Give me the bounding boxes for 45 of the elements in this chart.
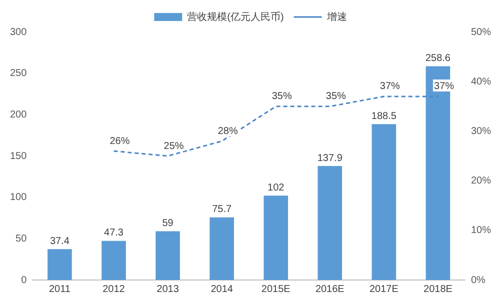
y-tick-label: 0 (21, 274, 28, 286)
y-tick-label: 200 (10, 109, 28, 120)
data-label: 26% (110, 136, 130, 147)
data-label: 47.3 (104, 228, 124, 239)
bar (48, 249, 72, 280)
bar (156, 231, 180, 280)
y2-tick-label: 30% (470, 126, 492, 137)
x-tick-label: 2014 (210, 284, 234, 295)
y-tick-label: 250 (10, 68, 28, 80)
data-label: 258.6 (425, 52, 451, 64)
data-label: 37% (380, 81, 400, 92)
data-label: 25% (164, 140, 184, 152)
legend-label: 营收规模(亿元人民币) (187, 10, 284, 23)
x-tick-label: 2015E (261, 284, 291, 295)
y2-tick-label: 20% (470, 176, 492, 187)
data-label: 37.4 (50, 236, 70, 247)
y2-tick-label: 50% (470, 26, 492, 38)
data-label: 28% (218, 126, 238, 137)
bar (318, 166, 342, 280)
data-label: 137.9 (317, 152, 343, 164)
bar (264, 196, 288, 280)
x-tick-label: 2012 (102, 284, 126, 295)
data-label: 188.5 (371, 110, 397, 122)
data-label: 59 (162, 218, 174, 229)
x-tick-label: 2017E (369, 284, 399, 295)
y2-tick-label: 10% (470, 225, 492, 236)
y-tick-label: 300 (10, 26, 28, 38)
y-tick-label: 100 (10, 192, 28, 204)
y-tick-label: 50 (16, 233, 28, 244)
bar (102, 240, 126, 280)
bar (210, 217, 234, 280)
data-label: 37% (434, 81, 454, 92)
y2-tick-label: 0% (470, 274, 486, 286)
x-tick-label: 2011 (48, 284, 71, 295)
y2-tick-label: 40% (470, 76, 492, 88)
data-label: 35% (326, 91, 346, 102)
data-label: 35% (272, 91, 292, 102)
x-tick-label: 2018E (424, 284, 453, 295)
data-label: 102 (268, 182, 285, 194)
y-tick-label: 150 (10, 150, 28, 162)
bar (372, 124, 396, 280)
legend-label: 增速 (326, 10, 347, 23)
x-tick-label: 2013 (156, 284, 180, 295)
data-label: 75.7 (212, 204, 232, 216)
x-tick-label: 2016E (315, 284, 345, 295)
